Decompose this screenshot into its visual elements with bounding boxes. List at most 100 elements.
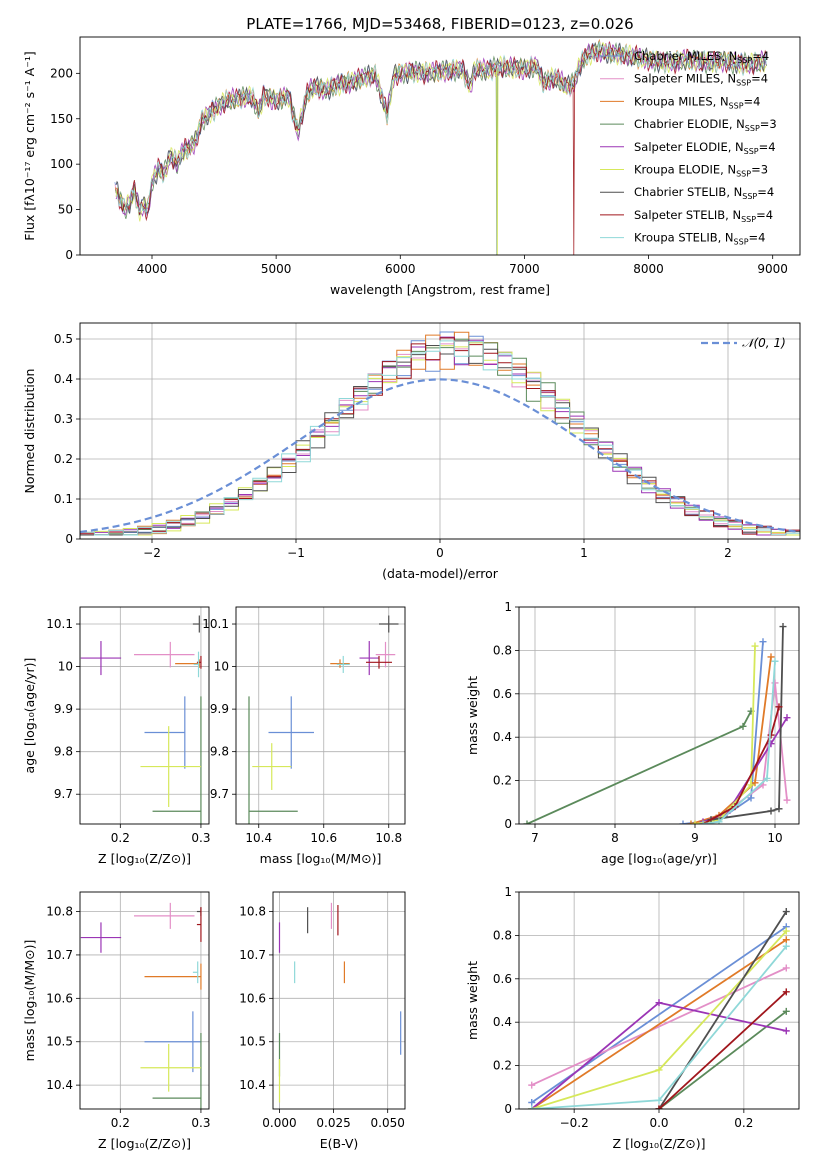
series-marker xyxy=(767,807,775,815)
y-tick-label: 10.8 xyxy=(239,905,266,919)
x-tick-label: 8 xyxy=(611,831,619,845)
series-marker xyxy=(679,820,687,824)
point-kroupa-stelib xyxy=(192,961,199,984)
point-chabrier-stelib xyxy=(379,615,399,633)
point-chabrier-miles xyxy=(144,1011,201,1073)
point-kroupa-stelib xyxy=(336,655,350,673)
series-marker xyxy=(655,999,663,1007)
point-salpeter-elodie xyxy=(80,641,122,676)
series-marker xyxy=(751,779,759,787)
series-line xyxy=(658,911,788,1109)
y-tick-label: 9.7 xyxy=(54,787,73,801)
point-chabrier-elodie xyxy=(152,696,202,824)
legend-sub: SSP xyxy=(741,215,756,224)
x-tick-label: 10.4 xyxy=(245,831,272,845)
panel-weight-vs-age: 7 8 9 10 0 0.2 0.4 0.6 0.8 1 age [log₁₀(age/yr)] ma… xyxy=(465,600,800,866)
x-tick-label: 6000 xyxy=(385,262,416,276)
point-salpeter-stelib xyxy=(366,655,392,669)
x-tick-label: 0.2 xyxy=(111,1116,130,1130)
axes-frame xyxy=(518,606,800,825)
point-chabrier-miles xyxy=(268,696,314,769)
x-tick-label: 0.2 xyxy=(111,831,130,845)
panel-age-vs-Z: 0.2 0.3 9.7 9.8 9.9 10 10.1 Z [log₁₀(Z/Z⊙)] age … xyxy=(22,606,210,866)
y-tick-label: 0.1 xyxy=(54,492,73,506)
axes-frame xyxy=(235,606,406,825)
point-kroupa-miles xyxy=(330,659,350,668)
figure-title: PLATE=1766, MJD=53468, FIBERID=0123, z=0… xyxy=(246,15,633,33)
x-tick-label: 8000 xyxy=(633,262,664,276)
panel-age-vs-mass: 10.4 10.6 10.8 9.7 9.8 9.9 10 10.1 mass [log₁₀(M… xyxy=(202,606,406,866)
y-tick-label: 10.7 xyxy=(239,948,266,962)
y-tick-label: 10 xyxy=(58,660,73,674)
axes-frame xyxy=(79,36,801,256)
y-tick-label: 150 xyxy=(50,112,73,126)
point-chabrier-stelib xyxy=(192,615,200,633)
series-marker xyxy=(782,942,790,950)
y-tick-label: 0.4 xyxy=(493,730,512,744)
x-axis-label: Z [log₁₀(Z/Z⊙)] xyxy=(98,851,191,866)
series-marker xyxy=(771,657,779,665)
x-tick-label: −1 xyxy=(287,546,305,560)
y-tick-label: 0.6 xyxy=(493,687,512,701)
y-tick-label: 10.4 xyxy=(239,1078,266,1092)
panel-mass-vs-EBV: 0.000 0.025 0.050 10.4 10.5 10.6 10.7 10.8 E(B-V… xyxy=(239,891,406,1151)
x-tick-label: 0.2 xyxy=(734,1116,753,1130)
y-tick-label: 0.4 xyxy=(493,1015,512,1029)
series-line xyxy=(658,991,787,1109)
gaussian-curve xyxy=(80,378,800,534)
y-tick-label: 100 xyxy=(50,157,73,171)
axes-frame xyxy=(79,322,801,540)
series-marker xyxy=(782,908,790,916)
point-kroupa-elodie xyxy=(140,726,201,807)
series-marker xyxy=(759,638,767,646)
axes-frame xyxy=(79,606,210,825)
plot-area-residuals xyxy=(80,331,800,536)
legend-label: Kroupa STELIB, N xyxy=(634,231,734,245)
x-tick-label: −0.2 xyxy=(560,1116,589,1130)
axes-frame xyxy=(79,891,210,1110)
y-tick-label: 50 xyxy=(58,203,73,217)
series-marker xyxy=(715,818,723,824)
legend-sub: SSP xyxy=(744,147,759,156)
legend-sub: SSP xyxy=(745,124,760,133)
y-tick-label: 0.5 xyxy=(54,332,73,346)
legend-label: Salpeter ELODIE, N xyxy=(634,140,744,154)
x-axis-label: wavelength [Angstrom, rest frame] xyxy=(330,282,550,297)
legend-gauss-label: 𝒩(0, 1) xyxy=(742,336,786,350)
plot-area-weight-vs-Z xyxy=(528,908,790,1109)
point-chabrier-elodie xyxy=(248,696,298,824)
point-salpeter-elodie xyxy=(359,641,379,676)
series-line xyxy=(710,626,784,821)
legend-sub: SSP xyxy=(734,238,749,247)
point-salpeter-miles xyxy=(375,641,396,668)
x-tick-label: 0.025 xyxy=(316,1116,350,1130)
y-tick-label: 9.8 xyxy=(54,745,73,759)
legend-label: Chabrier MILES, N xyxy=(634,49,737,63)
x-tick-label: 0 xyxy=(436,546,444,560)
legend-entry: Salpeter ELODIE, NSSP=4 xyxy=(634,140,776,156)
axes-frame xyxy=(272,891,406,1110)
plot-area-weight-vs-age xyxy=(523,623,791,824)
point-chabrier-elodie xyxy=(152,1033,202,1109)
series-marker xyxy=(767,653,775,661)
y-tick-label: 10 xyxy=(214,660,229,674)
series-salpeter-stelib xyxy=(655,988,790,1109)
x-axis-label: Z [log₁₀(Z/Z⊙)] xyxy=(98,1136,191,1151)
legend-tail: =4 xyxy=(744,94,761,108)
plot-area-mass-vs-Z xyxy=(80,902,202,1109)
series-marker xyxy=(779,623,787,631)
point-salpeter-stelib xyxy=(196,907,202,942)
legend-entry: Kroupa MILES, NSSP=4 xyxy=(634,94,760,110)
y-tick-label: 0 xyxy=(504,817,512,831)
series-marker xyxy=(655,1066,663,1074)
series-line xyxy=(531,938,787,1109)
x-tick-label: 7 xyxy=(531,831,539,845)
x-tick-label: 7000 xyxy=(509,262,540,276)
series-line xyxy=(531,967,787,1086)
series-marker xyxy=(655,1096,663,1104)
legend-sub: SSP xyxy=(736,170,751,179)
legend-tail: =4 xyxy=(759,140,776,154)
y-tick-label: 10.4 xyxy=(46,1078,73,1092)
y-axis-label: mass [log₁₀(M/M⊙)] xyxy=(22,940,37,1062)
